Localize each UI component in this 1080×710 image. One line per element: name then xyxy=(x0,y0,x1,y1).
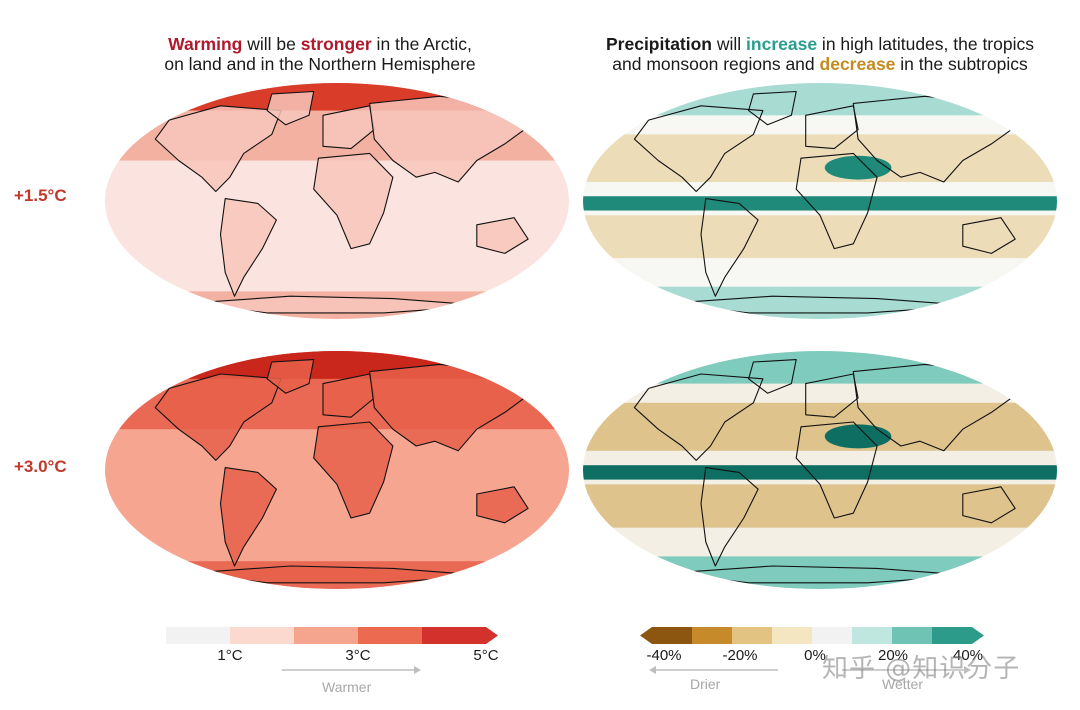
precip-tick: 40% xyxy=(952,647,984,664)
warming-colorbar xyxy=(166,627,486,644)
title-line2: on land and in the Northern Hemisphere xyxy=(164,54,476,74)
map-layers xyxy=(583,351,1057,589)
title-precipitation-word: Precipitation xyxy=(606,34,712,54)
precip-color-bin xyxy=(772,627,812,644)
title-decrease-word: decrease xyxy=(819,54,896,74)
watermark-text: 知乎 @知识分子 xyxy=(822,654,1021,684)
warming-tick: 5°C xyxy=(473,647,499,664)
warming-color-bin xyxy=(230,627,294,644)
warming-color-bin xyxy=(166,627,230,644)
map-subtropic-dry-north xyxy=(583,402,1057,451)
map-south-wet xyxy=(583,286,1057,319)
map-sahel-wet-patch xyxy=(824,424,892,449)
continent-outline xyxy=(795,152,878,250)
continent-outline xyxy=(219,198,277,297)
colorbar-arrow-right-icon xyxy=(972,627,984,644)
precipitation-title: Precipitation will increase in high lati… xyxy=(570,34,1070,74)
continent-outline xyxy=(805,373,859,418)
precip-color-bin xyxy=(692,627,732,644)
colorbar-arrow-left-icon xyxy=(640,627,652,644)
precip-tick: -20% xyxy=(722,647,758,664)
continent-outline xyxy=(313,421,394,519)
map-equatorial-wet-band xyxy=(583,196,1057,211)
continent-outline xyxy=(476,217,529,254)
continent-outline xyxy=(962,217,1016,254)
map-equatorial-wet-band xyxy=(583,465,1057,480)
map-layers xyxy=(105,351,569,589)
title-text: in high latitudes, the tropics xyxy=(817,34,1034,54)
map-arctic-band xyxy=(105,83,569,111)
continent-outline xyxy=(322,373,375,418)
warming-color-bin xyxy=(294,627,358,644)
continent-outline xyxy=(805,105,859,150)
continent-outline xyxy=(154,373,282,461)
warming-color-bin xyxy=(422,627,486,644)
title-text: will xyxy=(712,34,747,54)
title-text: in the Arctic, xyxy=(371,34,472,54)
precip-color-bin xyxy=(652,627,692,644)
precip-tick: 20% xyxy=(877,647,909,664)
warming-title: Warming will be stronger in the Arctic, … xyxy=(120,34,520,74)
map-warming-1-5 xyxy=(105,83,569,319)
continent-outline xyxy=(633,105,764,193)
title-increase-word: increase xyxy=(746,34,818,54)
warmer-arrow-icon xyxy=(282,666,421,674)
map-layers xyxy=(105,83,569,319)
title-stronger-word: stronger xyxy=(300,34,372,54)
row-label-1-5: +1.5°C xyxy=(14,186,67,205)
continent-outline xyxy=(322,105,375,150)
map-precip-3-0 xyxy=(583,351,1057,589)
wetter-label: Wetter xyxy=(882,676,923,692)
row-label-3-0: +3.0°C xyxy=(14,457,67,476)
continent-outline xyxy=(633,373,764,461)
precipitation-colorbar xyxy=(652,627,972,644)
precip-color-bin xyxy=(732,627,772,644)
map-high-lat-wet xyxy=(583,351,1057,384)
continent-outline xyxy=(748,359,797,394)
title-text: and monsoon regions and xyxy=(612,54,820,74)
map-high-lat-wet xyxy=(583,83,1057,116)
warmer-label: Warmer xyxy=(322,679,372,695)
map-warming-3-0 xyxy=(105,351,569,589)
continent-outline xyxy=(700,467,759,567)
precip-color-bin xyxy=(812,627,852,644)
map-south-wet xyxy=(583,556,1057,589)
continent-outline xyxy=(266,90,315,126)
precip-tick: -40% xyxy=(646,647,682,664)
map-precip-1-5 xyxy=(583,83,1057,319)
continent-outline xyxy=(313,152,394,250)
map-sahel-wet-patch xyxy=(824,155,892,180)
drier-arrow-icon xyxy=(649,666,778,674)
continent-outline xyxy=(266,359,315,394)
title-text: will be xyxy=(242,34,301,54)
precip-color-bin xyxy=(892,627,932,644)
continent-outline xyxy=(219,467,277,567)
continent-outline xyxy=(962,486,1016,524)
map-arctic-band xyxy=(105,351,569,379)
warming-color-bin xyxy=(358,627,422,644)
continent-outline xyxy=(154,105,282,193)
warming-tick: 1°C xyxy=(217,647,243,664)
title-warming-word: Warming xyxy=(168,34,243,54)
continent-outline xyxy=(476,486,529,524)
map-layers xyxy=(583,83,1057,319)
continent-outline xyxy=(700,198,759,297)
drier-label: Drier xyxy=(690,676,721,692)
continent-outline xyxy=(748,90,797,126)
wetter-arrow-icon xyxy=(842,666,971,674)
precip-color-bin xyxy=(852,627,892,644)
colorbar-arrow-icon xyxy=(486,627,498,644)
warming-tick: 3°C xyxy=(345,647,371,664)
precip-tick: 0% xyxy=(804,647,826,664)
continent-outline xyxy=(795,421,878,519)
title-text: in the subtropics xyxy=(895,54,1028,74)
map-subtropic-dry-north xyxy=(583,134,1057,182)
precip-color-bin xyxy=(932,627,972,644)
